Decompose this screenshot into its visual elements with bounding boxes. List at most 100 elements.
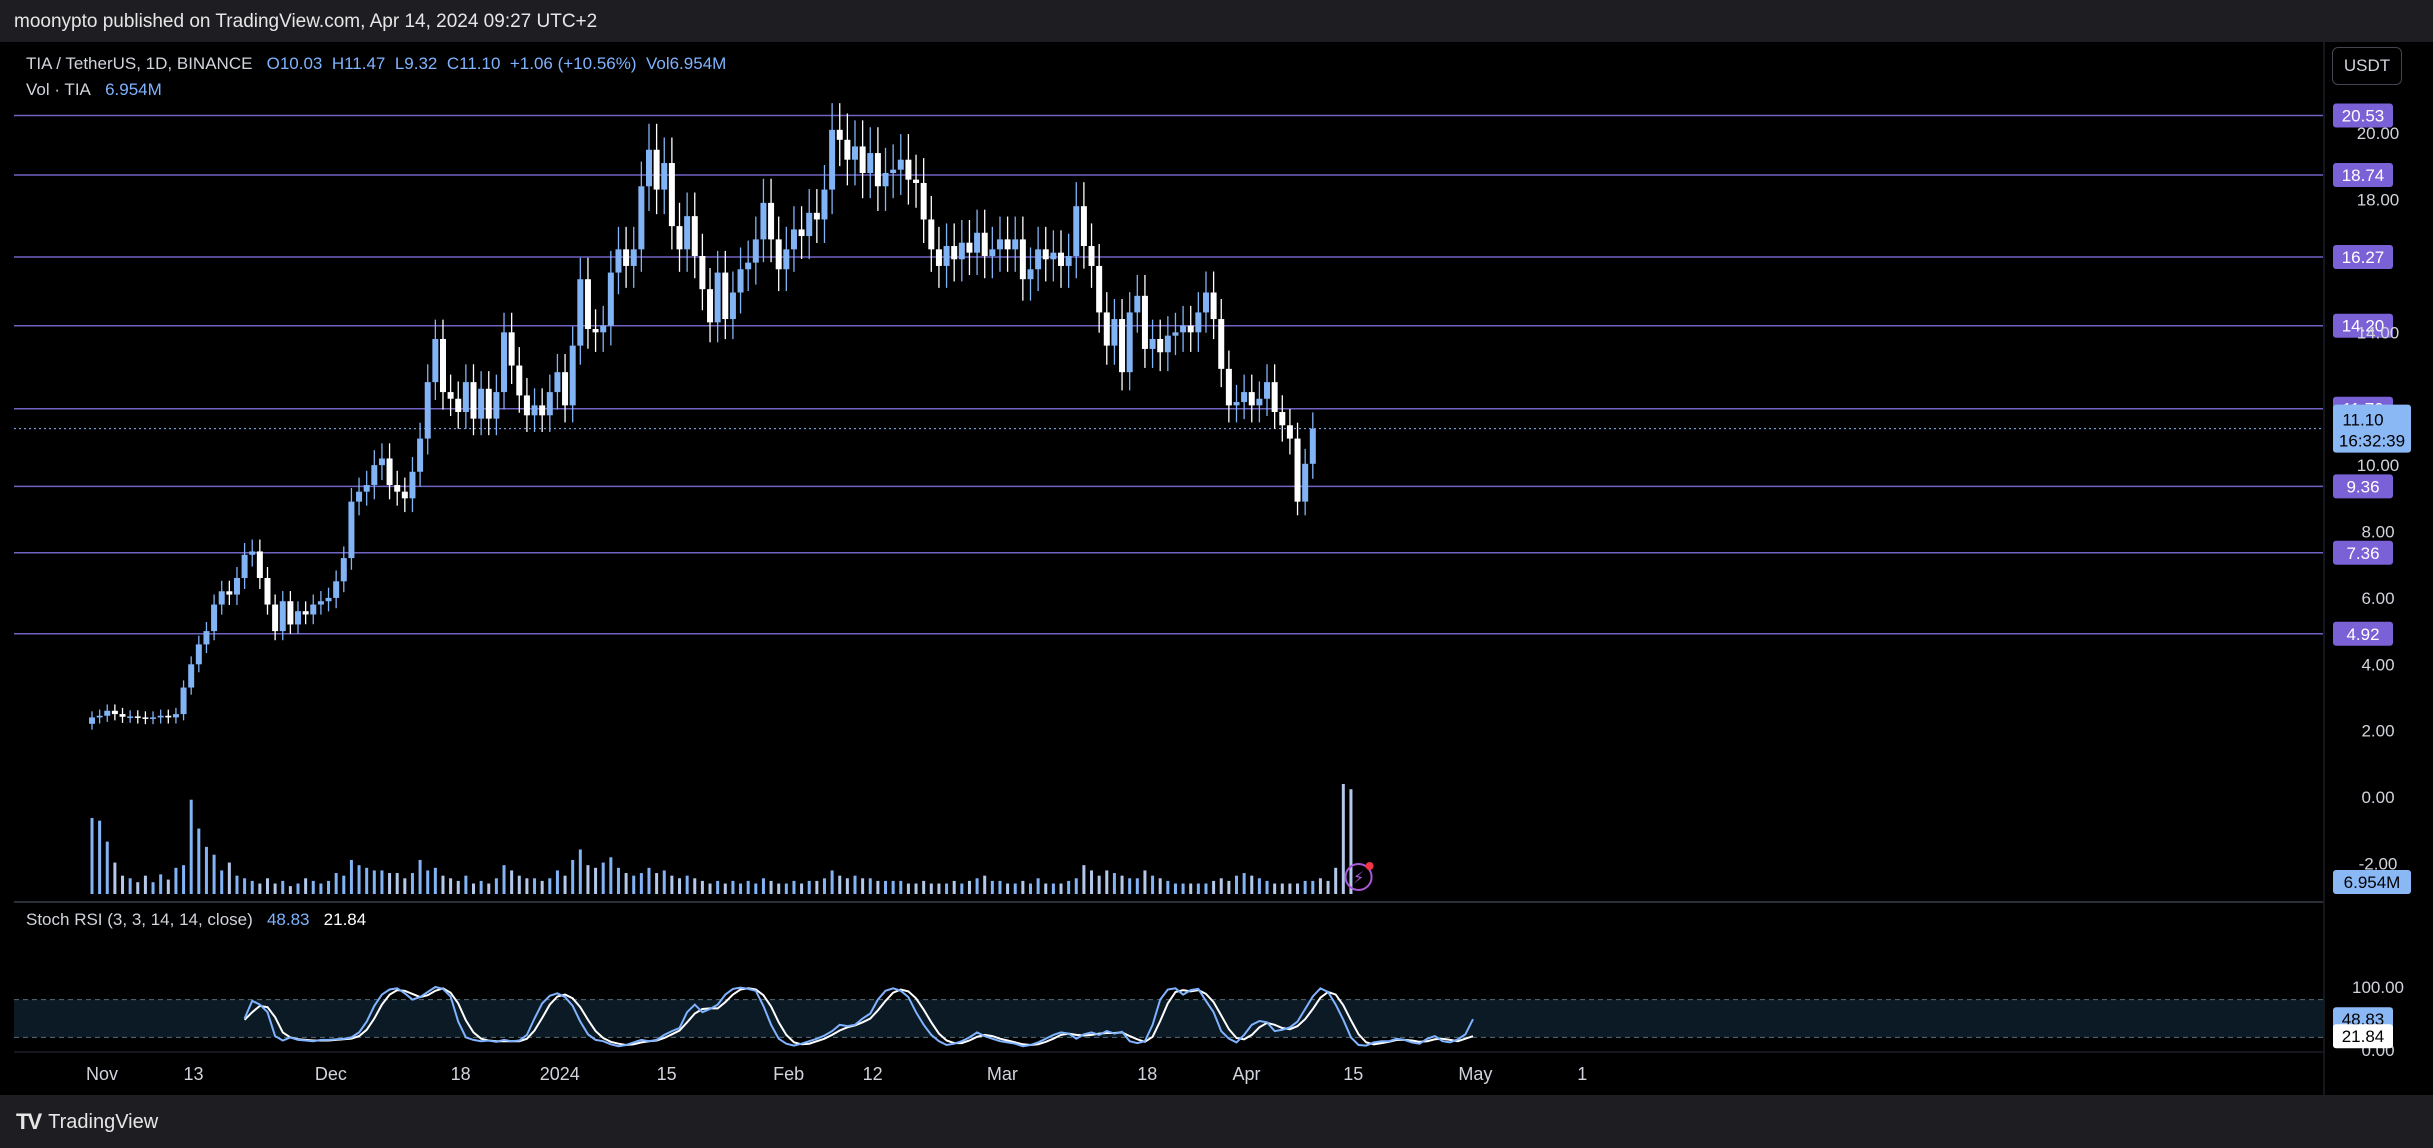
volume-bar (1235, 875, 1238, 894)
candle-body (1195, 312, 1202, 333)
y-axis-tick: 18.00 (2357, 191, 2400, 210)
volume-bar (304, 878, 308, 894)
volume-bar (533, 878, 537, 894)
volume-bar (937, 883, 941, 894)
candle-body (119, 714, 126, 717)
volume-bar (1181, 883, 1185, 894)
level-badge-label: 18.74 (2342, 166, 2385, 185)
x-axis-label: 13 (184, 1064, 204, 1084)
volume-bar (1296, 883, 1300, 894)
candle-body (1126, 312, 1133, 373)
volume-bar (563, 875, 567, 894)
volume-bar (1151, 875, 1155, 894)
volume-bar (769, 880, 773, 894)
volume-bar (189, 799, 193, 894)
candle-body (493, 392, 500, 419)
candle-body (653, 149, 660, 190)
published-text: moonypto published on TradingView.com, A… (14, 11, 598, 32)
volume-bar (632, 875, 636, 894)
volume-bar (639, 873, 643, 894)
candle-body (577, 279, 584, 346)
volume-bar (288, 886, 292, 894)
candle-body (966, 242, 973, 253)
volume-bar (708, 883, 712, 894)
volume-bar (426, 870, 430, 894)
volume-bar (1059, 883, 1063, 894)
volume-bar (151, 882, 155, 894)
volume-bar (1021, 880, 1025, 894)
x-axis-label: Nov (86, 1064, 118, 1084)
volume-bar (1028, 883, 1032, 894)
volume-bar (685, 875, 689, 894)
candle-body (1119, 319, 1126, 373)
candle-body (394, 485, 401, 492)
volume-bar (1082, 865, 1086, 894)
candle-body (409, 471, 416, 499)
currency-button[interactable]: USDT (2332, 47, 2402, 85)
candle-body (470, 382, 477, 419)
candle-body (562, 372, 569, 406)
volume-bar (510, 870, 514, 894)
volume-bar (891, 880, 895, 894)
candle-body (928, 219, 935, 250)
candle-body (897, 159, 904, 170)
volume-bar (571, 859, 575, 894)
volume-bar (319, 883, 323, 894)
candle-body (905, 159, 912, 180)
candle-body (1187, 325, 1194, 333)
candle-body (714, 272, 721, 323)
candle-body (226, 591, 233, 595)
candle-body (348, 501, 355, 559)
candle-body (981, 232, 988, 256)
volume-bar (1097, 875, 1101, 894)
candle-body (630, 249, 637, 266)
candle-body (1294, 438, 1301, 502)
volume-bar (1212, 880, 1216, 894)
volume-bar (960, 883, 964, 894)
x-axis-label: 15 (657, 1064, 677, 1084)
volume-bar (876, 880, 880, 894)
x-axis-label: 2024 (540, 1064, 580, 1084)
volume-bar (380, 870, 384, 894)
candle-body (958, 242, 965, 260)
x-axis-label: Apr (1232, 1064, 1260, 1084)
volume-bar (555, 870, 559, 894)
candle-body (439, 338, 446, 393)
candle-body (256, 551, 263, 578)
candle-body (417, 438, 424, 472)
volume-bar (395, 873, 399, 894)
candle-body (478, 388, 485, 419)
volume-bar (159, 874, 163, 894)
tradingview-logo-icon: TV (16, 1109, 42, 1134)
volume-bar (98, 820, 102, 894)
volume-bar (1120, 875, 1124, 894)
ohlc-close: C11.10 (446, 54, 501, 73)
candle-body (745, 262, 752, 270)
volume-bar (746, 880, 750, 894)
volume-bar (601, 862, 605, 894)
volume-bar (1280, 883, 1284, 894)
candle-body (859, 146, 866, 173)
volume-bar (975, 878, 979, 894)
candle-body (462, 382, 469, 413)
volume-bar (174, 867, 178, 894)
axes: 20.00 18.00 14.00 10.00 8.00 6.00 4.00 2.00 0.00… (86, 124, 2411, 1084)
volume-bar (90, 818, 94, 894)
volume-bar (1204, 883, 1208, 894)
candle-body (1279, 412, 1286, 426)
volume-bar (777, 883, 781, 894)
volume-bar (121, 875, 125, 894)
volume-bar (929, 883, 933, 894)
volume-bar (983, 875, 987, 894)
level-badge (2333, 313, 2393, 338)
candle-body (790, 229, 797, 250)
volume-bar (1303, 880, 1307, 894)
volume-bar (1242, 873, 1246, 894)
x-axis-label: May (1458, 1064, 1492, 1084)
volume-bar (182, 865, 186, 894)
candle-body (1042, 249, 1049, 260)
x-axis-label: Dec (315, 1064, 347, 1084)
candle-body (836, 129, 843, 140)
